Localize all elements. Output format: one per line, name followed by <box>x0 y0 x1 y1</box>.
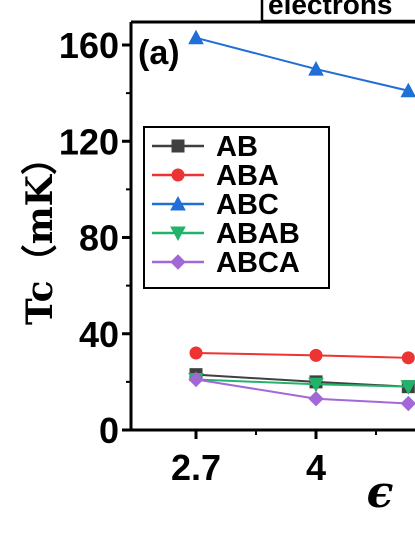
legend-item-ab: AB <box>152 131 258 163</box>
data-point-abc <box>400 82 415 98</box>
y-tick-label: 160 <box>59 25 119 66</box>
data-point-abca <box>308 391 324 407</box>
y-tick-label: 0 <box>99 410 119 451</box>
y-tick-label: 80 <box>79 218 119 259</box>
legend-label: ABAB <box>216 218 300 250</box>
legend-item-abc: ABC <box>152 189 279 221</box>
data-point-abab <box>400 380 415 395</box>
x-tick-label: 2.7 <box>171 447 221 488</box>
data-point-abca <box>188 371 204 388</box>
top-label-box <box>260 0 415 23</box>
y-tick-label: 40 <box>79 314 119 355</box>
data-point-abab <box>308 377 324 393</box>
legend-marker <box>170 195 186 211</box>
panel-label: (a) <box>138 34 180 72</box>
data-point-abc <box>308 61 324 76</box>
x-axis: 2.7 4 <box>171 430 377 488</box>
data-point-abc <box>188 29 204 45</box>
data-point-aba <box>401 351 415 365</box>
legend-label: AB <box>216 131 258 163</box>
y-tick-label: 120 <box>59 121 119 162</box>
data-point-abca <box>400 395 415 412</box>
legend-item-abab: ABAB <box>152 218 300 250</box>
x-axis-label: ϵ <box>367 467 394 518</box>
data-point-aba <box>309 348 323 362</box>
legend-marker <box>170 254 186 270</box>
legend-item-aba: ABA <box>152 160 279 192</box>
legend-label: ABA <box>216 160 279 192</box>
series-line-aba <box>195 352 409 359</box>
legend-marker <box>171 168 185 182</box>
legend-marker <box>170 226 186 242</box>
series-abc <box>188 29 415 98</box>
series-line-abc <box>195 36 409 92</box>
legend-marker <box>171 139 185 153</box>
y-axis-label: Tc（mK） <box>19 139 61 325</box>
legend-label: ABCA <box>216 247 300 279</box>
data-point-aba <box>189 346 203 360</box>
y-axis: 0 40 80 120 160 <box>59 25 131 451</box>
legend-item-abca: ABCA <box>152 247 300 279</box>
top-label: electrons <box>268 0 393 20</box>
legend-label: ABC <box>216 189 279 221</box>
series-abca <box>188 371 415 412</box>
series-aba <box>189 346 415 365</box>
series-layer <box>188 29 415 412</box>
x-tick-label: 4 <box>306 447 326 488</box>
